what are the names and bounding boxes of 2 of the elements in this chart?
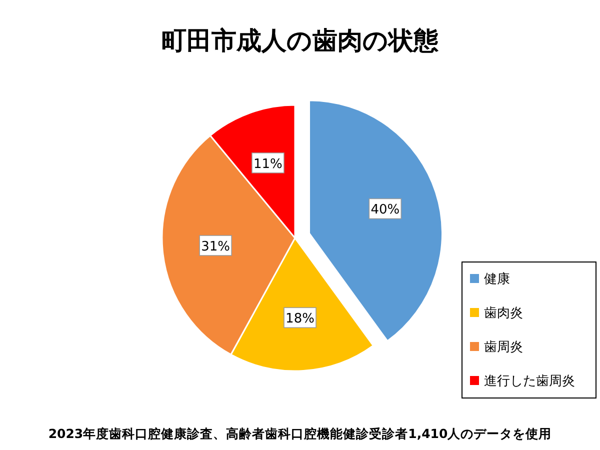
title: 町田市成人の歯肉の状態	[162, 26, 438, 55]
annotation: 2023年度歯科口腔健康診査、高齢者歯科口腔機能健診受診者1,410人のデータを使用	[48, 426, 552, 441]
